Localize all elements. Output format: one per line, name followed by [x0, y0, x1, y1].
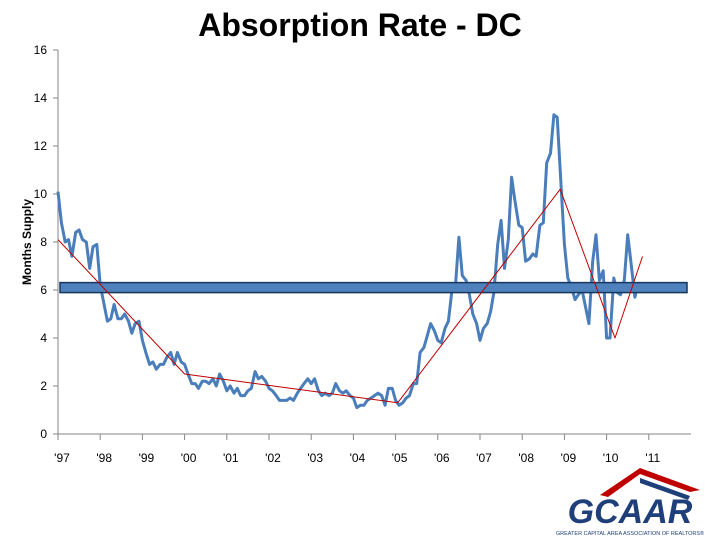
x-tick-label: '97	[54, 451, 70, 465]
y-tick-label: 0	[40, 427, 47, 441]
x-tick-label: '08	[518, 451, 534, 465]
x-tick-label: '10	[603, 451, 619, 465]
y-tick-label: 12	[34, 139, 48, 153]
y-tick-label: 10	[34, 187, 48, 201]
x-tick-label: '09	[561, 451, 577, 465]
x-tick-label: '04	[350, 451, 366, 465]
x-tick-label: '11	[645, 451, 660, 465]
y-tick-label: 14	[34, 91, 48, 105]
x-tick-label: '03	[307, 451, 323, 465]
x-tick-label: '02	[265, 451, 281, 465]
y-tick-label: 2	[40, 379, 47, 393]
logo-roof	[600, 468, 700, 497]
x-tick-label: '07	[476, 451, 492, 465]
logo: GCAAR GREATER CAPITAL AREA ASSOCIATION O…	[556, 468, 704, 537]
x-tick-label: '05	[392, 451, 408, 465]
y-axis-label: Months Supply	[20, 199, 34, 285]
reference-band	[59, 281, 688, 294]
x-tick-label: '98	[96, 451, 112, 465]
x-tick-label: '01	[223, 451, 239, 465]
chart-title: Absorption Rate - DC	[198, 7, 522, 43]
y-tick-label: 6	[40, 283, 47, 297]
y-tick-label: 4	[40, 331, 47, 345]
data-line	[57, 188, 643, 404]
x-tick-label: '06	[434, 451, 450, 465]
logo-tagline: GREATER CAPITAL AREA ASSOCIATION OF REAL…	[556, 530, 704, 537]
logo-name: GCAAR	[568, 493, 693, 531]
data-line	[56, 113, 640, 410]
x-tick-label: '99	[139, 451, 155, 465]
logo-stripe	[640, 478, 690, 500]
y-tick-label: 8	[40, 235, 47, 249]
x-tick-label: '00	[181, 451, 197, 465]
y-tick-label: 16	[34, 43, 48, 57]
